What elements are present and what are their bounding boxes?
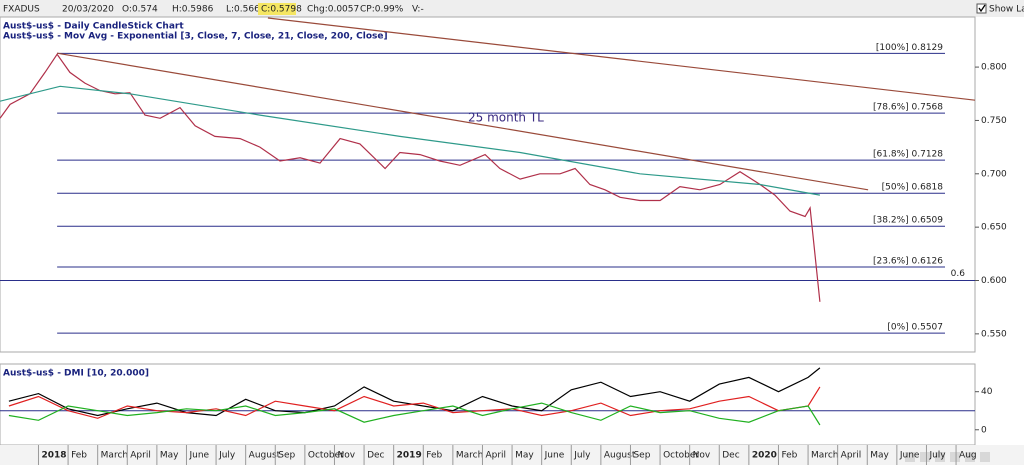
x-tick-label: May — [870, 451, 889, 461]
x-tick-label: Dec — [367, 451, 384, 461]
x-tick-label: Nov — [337, 451, 355, 461]
x-tick-label: Feb — [71, 451, 87, 461]
horizontal-line-label: 0.6 — [951, 269, 966, 279]
y-tick-label: 0.800 — [981, 63, 1007, 73]
change-pct: CP:0.99% — [360, 5, 404, 15]
annotation: 25 month TL — [468, 111, 544, 125]
symbol: FXADUS — [3, 5, 40, 15]
y-tick-label: 0 — [981, 425, 987, 435]
fib-label: [50%] 0.6818 — [882, 183, 944, 193]
fib-label: [38.2%] 0.6509 — [873, 216, 943, 226]
x-tick-label: July — [573, 451, 591, 461]
open: O:0.574 — [122, 5, 158, 15]
y-tick-label: 0.750 — [981, 116, 1007, 126]
x-tick-label: April — [841, 451, 862, 461]
x-tick-label: Feb — [426, 451, 442, 461]
x-tick-label: August — [604, 451, 636, 461]
x-tick-label: July — [928, 451, 946, 461]
x-tick-label: 2019 — [397, 451, 422, 461]
x-tick-label: August — [249, 451, 281, 461]
x-tick-label: May — [515, 451, 534, 461]
x-tick-label: October — [308, 451, 344, 461]
x-tick-label: 2018 — [41, 451, 66, 461]
volume: V:- — [412, 5, 424, 15]
close: C:0.5798 — [261, 5, 302, 15]
date: 20/03/2020 — [62, 5, 114, 15]
check-mark — [978, 4, 986, 13]
scroll-buttons — [905, 452, 990, 462]
series-line — [8, 386, 821, 419]
scroll-button[interactable] — [905, 452, 915, 462]
x-tick-label: June — [544, 451, 565, 461]
scroll-button[interactable] — [950, 452, 960, 462]
scroll-button[interactable] — [965, 452, 975, 462]
x-tick-label: Sep — [278, 451, 295, 461]
x-tick-label: October — [663, 451, 699, 461]
price-panel — [0, 16, 976, 353]
x-tick-label: May — [160, 451, 179, 461]
toolbar — [0, 0, 1024, 17]
trendline — [267, 17, 976, 101]
x-tick-label: March — [811, 451, 838, 461]
fib-label: [61.8%] 0.7128 — [873, 150, 943, 160]
y-tick-label: 0.700 — [981, 169, 1007, 179]
x-tick-label: Dec — [722, 451, 739, 461]
chart-subtitle: Aust$-us$ - Mov Avg - Exponential [3, Cl… — [3, 32, 388, 42]
fib-label: [23.6%] 0.6126 — [873, 257, 943, 267]
series-line — [8, 402, 821, 426]
change: Chg:0.0057 — [307, 5, 359, 15]
x-tick-label: March — [101, 451, 128, 461]
y-tick-label: 0.600 — [981, 276, 1007, 286]
show-last-label[interactable]: Show Last — [989, 5, 1024, 15]
scroll-button[interactable] — [935, 452, 945, 462]
fib-label: [0%] 0.5507 — [887, 323, 943, 333]
high: H:0.5986 — [172, 5, 214, 15]
dmi-title: Aust$-us$ - DMI [10, 20.000] — [3, 369, 149, 379]
x-tick-label: June — [188, 451, 209, 461]
x-tick-label: 2020 — [752, 451, 777, 461]
fib-label: [100%] 0.8129 — [876, 43, 943, 53]
series-line — [0, 85, 821, 196]
x-tick-label: June — [899, 451, 920, 461]
scroll-button[interactable] — [980, 452, 990, 462]
trendline — [57, 52, 869, 191]
y-tick-label: 0.550 — [981, 329, 1007, 339]
chart-title: Aust$-us$ - Daily CandleStick Chart — [3, 22, 184, 32]
series-line — [0, 53, 821, 302]
fib-label: [78.6%] 0.7568 — [873, 103, 943, 113]
x-tick-label: April — [485, 451, 506, 461]
series-line — [8, 367, 821, 417]
x-tick-label: Aug — [959, 451, 977, 461]
checkbox[interactable] — [976, 3, 987, 14]
scroll-button[interactable] — [920, 452, 930, 462]
x-tick-label: April — [130, 451, 151, 461]
x-tick-label: July — [218, 451, 236, 461]
x-tick-label: March — [456, 451, 483, 461]
low: L:0.5662 — [226, 5, 266, 15]
close-highlight — [258, 3, 296, 15]
x-tick-label: Feb — [781, 451, 797, 461]
x-tick-label: Nov — [693, 451, 711, 461]
x-tick-label: Sep — [633, 451, 650, 461]
y-tick-label: 40 — [981, 387, 993, 397]
y-tick-label: 0.650 — [981, 223, 1007, 233]
